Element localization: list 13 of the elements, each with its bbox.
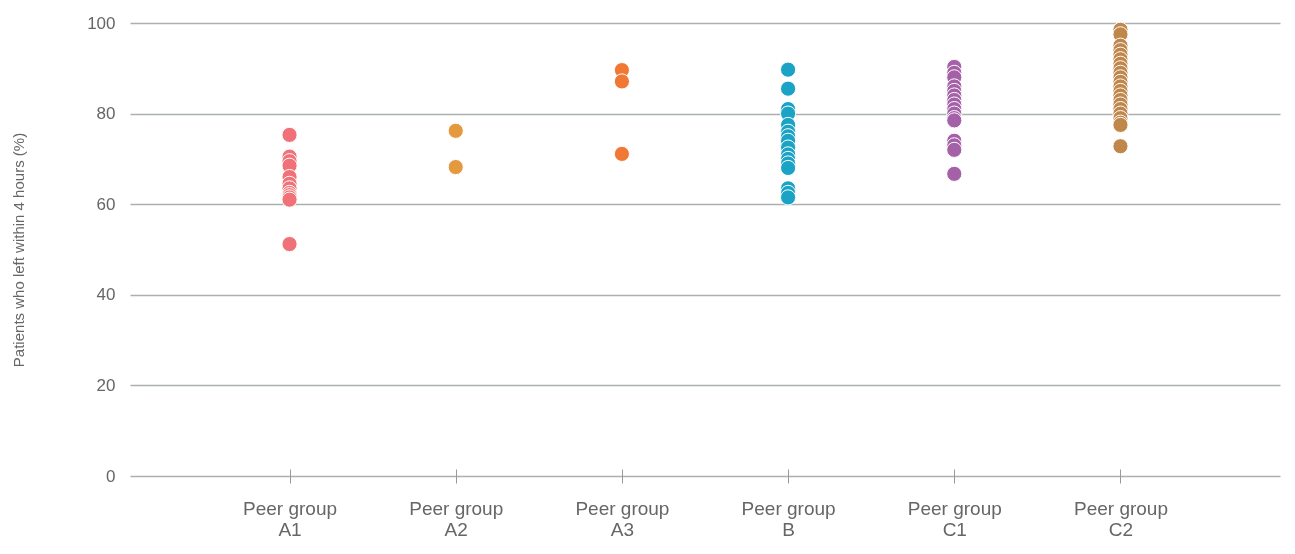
- x-tick-label: Peer group A2: [409, 497, 504, 540]
- y-tick-label: 60: [96, 194, 116, 214]
- y-axis-title: Patients who left within 4 hours (%): [10, 132, 28, 368]
- y-tick-label: 80: [96, 104, 116, 124]
- y-tick-label: 20: [96, 375, 116, 395]
- y-tick-label: 0: [106, 466, 116, 486]
- x-tick-label: Peer group A3: [575, 497, 670, 540]
- x-tick-label: Peer group C2: [1073, 497, 1168, 540]
- x-tick-label: Peer group B: [741, 497, 836, 540]
- x-tick-label: Peer group C1: [907, 497, 1002, 540]
- y-tick-label: 100: [87, 13, 116, 33]
- x-tick-label: Peer group A1: [243, 497, 338, 540]
- y-tick-label: 40: [96, 285, 116, 305]
